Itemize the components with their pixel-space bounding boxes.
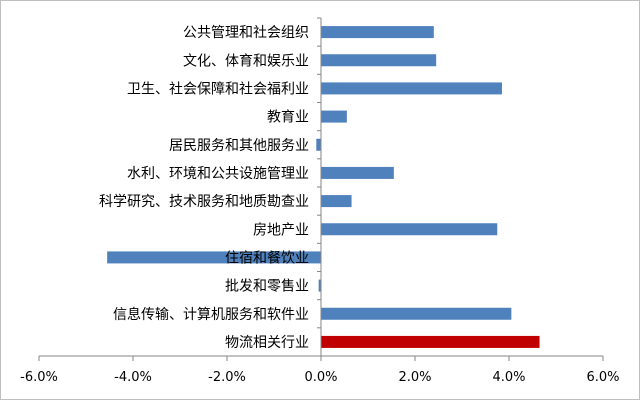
- bar-0: [321, 26, 434, 39]
- x-tick-labels: -6.0% -4.0% -2.0% 0.0% 2.0% 4.0% 6.0%: [20, 370, 619, 385]
- bars-group: [107, 26, 540, 348]
- x-tick-label-6: 6.0%: [586, 370, 619, 385]
- axes-group: [38, 17, 604, 361]
- category-label-9: 批发和零售业: [225, 279, 309, 295]
- category-label-6: 科学研究、技术服务和地质勘查业: [99, 194, 309, 210]
- category-labels: 公共管理和社会组织文化、体育和娱乐业卫生、社会保障和社会福利业教育业居民服务和其…: [99, 25, 309, 351]
- category-label-5: 水利、环境和公共设施管理业: [127, 166, 309, 182]
- category-label-3: 教育业: [267, 110, 309, 126]
- category-label-7: 房地产业: [253, 222, 309, 238]
- bar-9: [318, 279, 321, 292]
- bar-10: [321, 307, 512, 320]
- category-label-1: 文化、体育和娱乐业: [183, 53, 309, 69]
- bar-11: [321, 335, 540, 348]
- x-tick-label-3: 0.0%: [304, 370, 337, 385]
- bar-8: [107, 251, 322, 264]
- x-tick-label-5: 4.0%: [492, 370, 525, 385]
- x-tick-label-2: -2.0%: [208, 370, 246, 385]
- bar-1: [321, 54, 437, 67]
- category-label-11: 物流相关行业: [225, 335, 309, 351]
- x-tick-label-1: -4.0%: [114, 370, 152, 385]
- category-label-10: 信息传输、计算机服务和软件业: [113, 306, 309, 323]
- bar-2: [321, 82, 502, 95]
- category-label-0: 公共管理和社会组织: [183, 25, 309, 41]
- bar-4: [316, 138, 321, 151]
- x-tick-label-0: -6.0%: [20, 370, 58, 385]
- bar-5: [321, 166, 394, 179]
- category-label-2: 卫生、社会保障和社会福利业: [127, 81, 309, 97]
- x-tick-label-4: 2.0%: [398, 370, 431, 385]
- category-label-4: 居民服务和其他服务业: [169, 138, 309, 154]
- bar-3: [321, 110, 347, 123]
- bar-7: [321, 223, 498, 236]
- bar-6: [321, 195, 352, 208]
- category-label-8: 住宿和餐饮业: [225, 249, 309, 266]
